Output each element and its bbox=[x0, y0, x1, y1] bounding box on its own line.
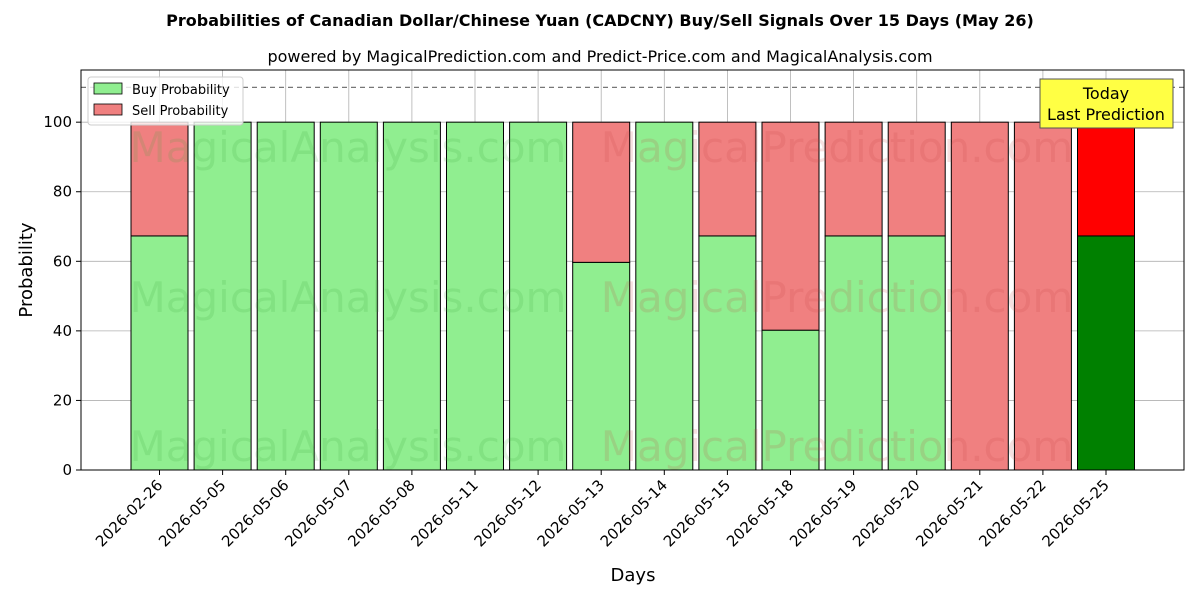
bar-buy bbox=[761, 329, 820, 471]
x-tick-label: 2026-05-15 bbox=[660, 476, 734, 550]
x-tick-label: 2026-05-13 bbox=[534, 476, 608, 550]
x-tick-label: 2026-05-25 bbox=[1038, 476, 1112, 550]
watermark-text: MagicalPrediction.com bbox=[601, 123, 1074, 172]
bar-buy bbox=[1077, 235, 1135, 471]
bar-buy bbox=[635, 121, 694, 471]
legend-box bbox=[87, 76, 244, 126]
bar-sell bbox=[824, 121, 883, 237]
legend-swatch-sell bbox=[93, 103, 123, 116]
bar-buy bbox=[824, 235, 883, 471]
y-tick-label: 60 bbox=[53, 252, 72, 270]
legend-swatch-buy bbox=[93, 82, 123, 95]
y-tick-label: 40 bbox=[53, 322, 72, 340]
bar-buy bbox=[509, 121, 568, 471]
x-tick-label: 2026-05-08 bbox=[344, 476, 418, 550]
bar-sell bbox=[761, 121, 820, 331]
bar-buy bbox=[256, 121, 315, 471]
x-tick-label: 2026-05-12 bbox=[471, 476, 545, 550]
legend-label-sell: Sell Probability bbox=[132, 104, 229, 119]
y-axis-ticks: 0 20 40 60 80 100 bbox=[43, 113, 81, 479]
bar-sell bbox=[1077, 121, 1135, 237]
x-tick-label: 2026-05-22 bbox=[975, 476, 1049, 550]
bar-buy bbox=[382, 121, 441, 471]
bar-buy bbox=[319, 121, 378, 471]
bar-buy bbox=[887, 235, 946, 471]
bar-buy bbox=[193, 121, 252, 471]
y-axis-label: Probability bbox=[16, 222, 37, 317]
chart-subtitle: powered by MagicalPrediction.com and Pre… bbox=[267, 47, 932, 66]
bar-buy bbox=[698, 235, 757, 471]
today-annotation: Today Last Prediction bbox=[1039, 78, 1174, 129]
watermark-text: MagicalPrediction.com bbox=[601, 422, 1074, 471]
x-tick-label: 2026-05-14 bbox=[597, 476, 671, 550]
watermark-text: MagicalAnalysis.com bbox=[130, 123, 567, 172]
bar-sell bbox=[130, 121, 189, 237]
watermarks: MagicalAnalysis.com MagicalPrediction.com… bbox=[130, 123, 1074, 471]
y-tick-label: 0 bbox=[62, 461, 72, 479]
legend: Buy Probability Sell Probability bbox=[87, 76, 244, 126]
legend-label-buy: Buy Probability bbox=[132, 83, 230, 98]
chart-title: Probabilities of Canadian Dollar/Chinese… bbox=[166, 11, 1034, 30]
bar-sell bbox=[887, 121, 946, 237]
x-tick-label: 2026-02-26 bbox=[92, 476, 166, 550]
watermark-text: MagicalPrediction.com bbox=[601, 273, 1074, 322]
y-tick-label: 100 bbox=[43, 113, 72, 131]
x-tick-label: 2026-05-21 bbox=[912, 476, 986, 550]
x-tick-label: 2026-05-07 bbox=[281, 476, 355, 550]
y-tick-label: 20 bbox=[53, 391, 72, 409]
annotation-line-2: Last Prediction bbox=[1047, 105, 1165, 124]
plot-frame bbox=[80, 69, 1185, 471]
y-tick-label: 80 bbox=[53, 183, 72, 201]
bar-buy bbox=[572, 261, 631, 471]
x-axis-ticks: 2026-02-262026-05-052026-05-062026-05-07… bbox=[92, 470, 1113, 550]
bar-buy bbox=[446, 121, 504, 471]
watermark-text: MagicalAnalysis.com bbox=[130, 422, 567, 471]
x-tick-label: 2026-05-06 bbox=[218, 476, 292, 550]
annotation-box bbox=[1039, 78, 1174, 129]
x-tick-label: 2026-05-05 bbox=[155, 476, 229, 550]
watermark-text: MagicalAnalysis.com bbox=[130, 273, 567, 322]
bar-sell bbox=[1013, 121, 1072, 471]
x-tick-label: 2026-05-20 bbox=[849, 476, 923, 550]
bars bbox=[130, 121, 1135, 471]
bar-sell bbox=[950, 121, 1009, 471]
x-tick-label: 2026-05-18 bbox=[723, 476, 797, 550]
bar-sell bbox=[572, 121, 631, 263]
annotation-line-1: Today bbox=[1082, 84, 1129, 103]
x-tick-label: 2026-05-11 bbox=[407, 476, 481, 550]
bar-sell bbox=[698, 121, 757, 237]
x-axis-label: Days bbox=[611, 565, 656, 586]
x-tick-label: 2026-05-19 bbox=[786, 476, 860, 550]
